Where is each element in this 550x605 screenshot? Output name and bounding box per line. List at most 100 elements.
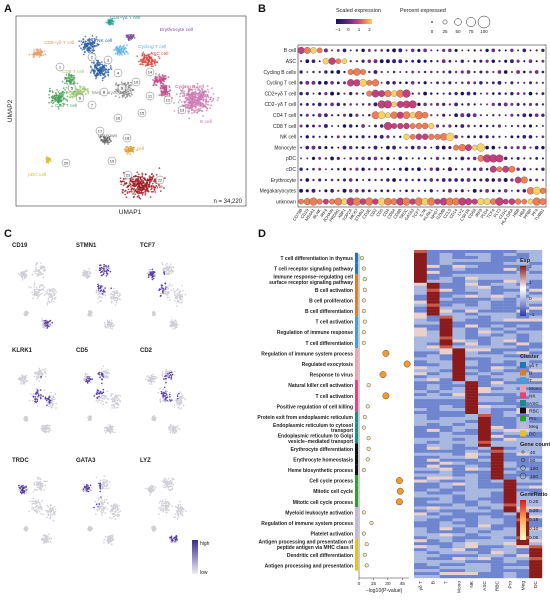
dotplot-dot — [367, 156, 372, 161]
dotplot-dot — [323, 113, 328, 118]
dotplot-dot — [510, 70, 513, 74]
feature-plot-point — [97, 301, 99, 304]
umap-cell-point — [69, 96, 71, 99]
dotplot-dot — [349, 135, 353, 139]
feature-plot-point — [104, 323, 107, 326]
dotplot-dot — [305, 189, 309, 193]
umap-cell-point — [109, 65, 112, 67]
feature-plot-point — [36, 396, 39, 399]
dotplot-dot — [453, 144, 459, 151]
dotplot-dot — [392, 70, 396, 74]
feature-plot-point — [160, 294, 162, 297]
feature-plot-point — [165, 264, 167, 266]
dotplot-dot — [529, 157, 532, 160]
feature-plot-point — [38, 291, 40, 294]
feature-plot-point — [105, 426, 107, 429]
dotplot-dot — [455, 81, 458, 84]
feature-plot-point — [49, 424, 51, 427]
dotplot-dot — [334, 197, 343, 206]
feature-plot-point — [148, 379, 151, 381]
dotplot-dot — [527, 198, 534, 205]
feature-plot-point — [110, 293, 113, 295]
feature-plot-point — [23, 381, 26, 383]
feature-plot-point — [114, 395, 116, 398]
dotplot-dot — [460, 178, 465, 182]
feature-plot-point — [178, 292, 181, 294]
dotplot-dot — [448, 156, 452, 160]
feature-plot-point — [171, 319, 173, 321]
dotplot-dot — [353, 79, 361, 87]
dotplot-dot — [510, 91, 514, 96]
umap-cell-point — [200, 98, 203, 101]
dotplot-dot — [454, 134, 458, 139]
feature-plot-point — [115, 398, 117, 400]
feature-plot-point — [169, 283, 171, 285]
umap-cell-point — [40, 54, 43, 57]
feature-plot-point — [51, 290, 54, 293]
feature-plot-point — [107, 265, 110, 268]
umap-cell-point — [87, 39, 89, 41]
umap-cell-point — [141, 173, 144, 176]
dotplot-dot — [473, 103, 476, 106]
umap-cell-point — [71, 75, 73, 77]
umap-cell-point — [205, 109, 208, 112]
dotplot-row-label: NK cell — [280, 135, 296, 141]
feature-plot-point — [114, 304, 117, 306]
dotplot-dot — [385, 145, 390, 150]
umap-cell-point — [122, 177, 125, 180]
feature-plot-point — [181, 301, 183, 303]
feature-plot-point — [45, 399, 48, 402]
feature-plot-point — [29, 500, 31, 503]
feature-plot-point — [46, 304, 49, 306]
dotplot-row-label: Erythrocyte — [271, 178, 297, 184]
feature-plot-point — [47, 300, 50, 303]
feature-plot-point — [42, 265, 45, 268]
umap-cell-point — [155, 73, 157, 75]
dotplot-dot — [541, 125, 544, 127]
umap-cell-point — [38, 56, 41, 58]
feature-plot-point — [169, 325, 171, 328]
umap-cell-point — [196, 96, 199, 99]
umap-cell-point — [100, 139, 102, 142]
dotplot-dot — [336, 70, 341, 74]
dotplot-dot — [485, 188, 490, 193]
feature-plot-point — [46, 322, 48, 325]
feature-plot-point — [152, 277, 155, 280]
feature-plot-point — [37, 483, 39, 486]
feature-plot-point — [99, 296, 101, 299]
dotplot-dot — [503, 156, 508, 161]
dotplot-dot — [485, 92, 489, 95]
feature-plot-point — [44, 375, 47, 378]
umap-cell-point — [164, 177, 166, 180]
umap-cell-point — [92, 49, 95, 51]
umap-cell-point — [158, 167, 161, 170]
dotplot-dot — [379, 59, 384, 64]
umap-cell-point — [160, 84, 163, 87]
feature-plot-point — [50, 406, 53, 409]
feature-plot-point — [117, 294, 119, 297]
dotplot-dot — [373, 59, 378, 64]
dotplot-dot — [392, 48, 397, 53]
umap-cell-point — [127, 90, 129, 93]
feature-plot-point — [41, 369, 43, 371]
dotplot-dot — [523, 60, 526, 63]
feature-plot-point — [170, 289, 173, 292]
dotplot-dot — [330, 70, 334, 74]
dotplot-dot — [324, 168, 327, 171]
dotplot-dot — [361, 156, 365, 161]
dotplot-dot — [436, 114, 439, 117]
feature-plot-point — [53, 294, 56, 297]
feature-plot-point — [35, 392, 37, 395]
umap-cell-point — [62, 87, 65, 90]
umap-cell-point — [72, 93, 75, 96]
umap-cell-point — [78, 40, 80, 42]
dotplot-dot — [522, 134, 527, 139]
umap-cell-point — [162, 75, 164, 78]
umap-cell-point — [189, 105, 192, 108]
feature-plot-point — [114, 431, 116, 434]
dotplot-dot — [329, 198, 336, 205]
dotplot-dot — [534, 145, 539, 150]
dotplot-dot — [405, 189, 408, 193]
feature-plot-point — [23, 417, 25, 420]
umap-cell-point — [72, 78, 75, 81]
